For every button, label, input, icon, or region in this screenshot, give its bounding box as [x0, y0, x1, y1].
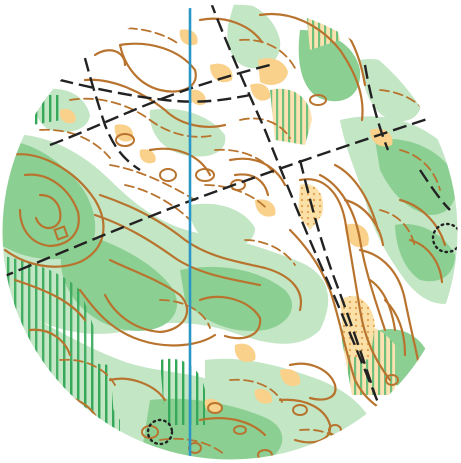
contour-lines	[3, 12, 447, 444]
dashed-paths	[2, 4, 458, 421]
small-square-feature	[53, 225, 69, 241]
map-boundary	[1, 3, 459, 461]
boulder-dots	[146, 222, 458, 446]
